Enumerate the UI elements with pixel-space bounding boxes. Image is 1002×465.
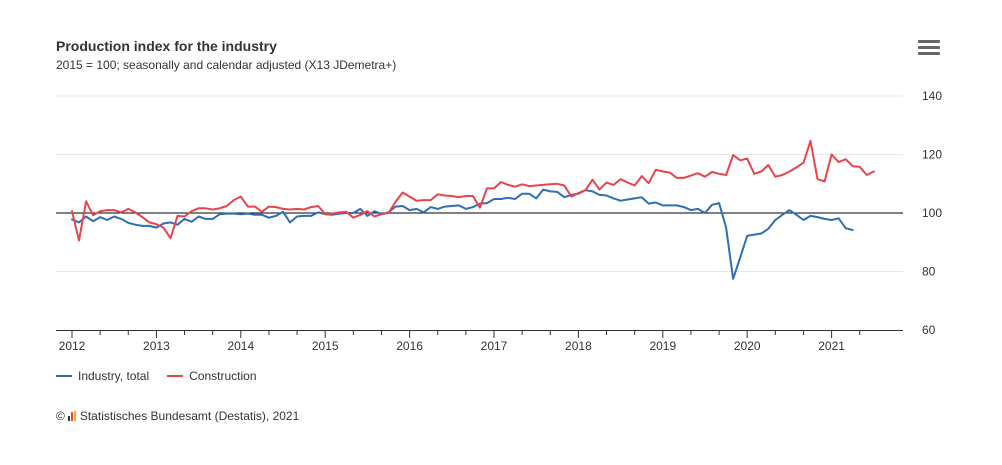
chart-subtitle: 2015 = 100; seasonally and calendar adju… (56, 58, 397, 72)
x-tick-label-2020: 2020 (734, 339, 761, 353)
y-tick-label-100: 100 (922, 206, 942, 220)
y-tick-label-140: 140 (922, 89, 942, 103)
x-tick-label-2016: 2016 (396, 339, 423, 353)
legend-item-industry[interactable]: Industry, total (56, 369, 149, 383)
x-tick-label-2012: 2012 (59, 339, 86, 353)
copyright-symbol: © (56, 409, 65, 423)
x-tick-label-2014: 2014 (227, 339, 254, 353)
x-tick-label-2019: 2019 (649, 339, 676, 353)
chart-legend: Industry, total Construction (56, 369, 257, 383)
series-line-industry[interactable] (71, 188, 854, 280)
y-tick-label-80: 80 (922, 265, 936, 279)
series-line-construction[interactable] (71, 140, 875, 242)
legend-swatch-construction (167, 375, 184, 377)
legend-item-construction[interactable]: Construction (167, 369, 257, 383)
x-tick-label-2021: 2021 (818, 339, 845, 353)
credits-text: Statistisches Bundesamt (Destatis), 2021 (79, 409, 300, 423)
legend-label-industry: Industry, total (78, 369, 150, 383)
y-tick-label-120: 120 (922, 148, 942, 162)
legend-swatch-industry (56, 375, 72, 377)
x-tick-label-2015: 2015 (312, 339, 339, 353)
y-tick-label-60: 60 (922, 323, 936, 337)
legend-label-construction: Construction (189, 369, 257, 383)
credits[interactable]: © Statistisches Bundesamt (Destatis), 20… (56, 409, 299, 423)
x-tick-label-2017: 2017 (481, 339, 508, 353)
hamburger-menu-icon[interactable] (918, 40, 940, 58)
x-tick-label-2018: 2018 (565, 339, 592, 353)
x-tick-label-2013: 2013 (143, 339, 170, 353)
chart-title: Production index for the industry (56, 38, 277, 54)
destatis-logo-icon (67, 411, 76, 421)
